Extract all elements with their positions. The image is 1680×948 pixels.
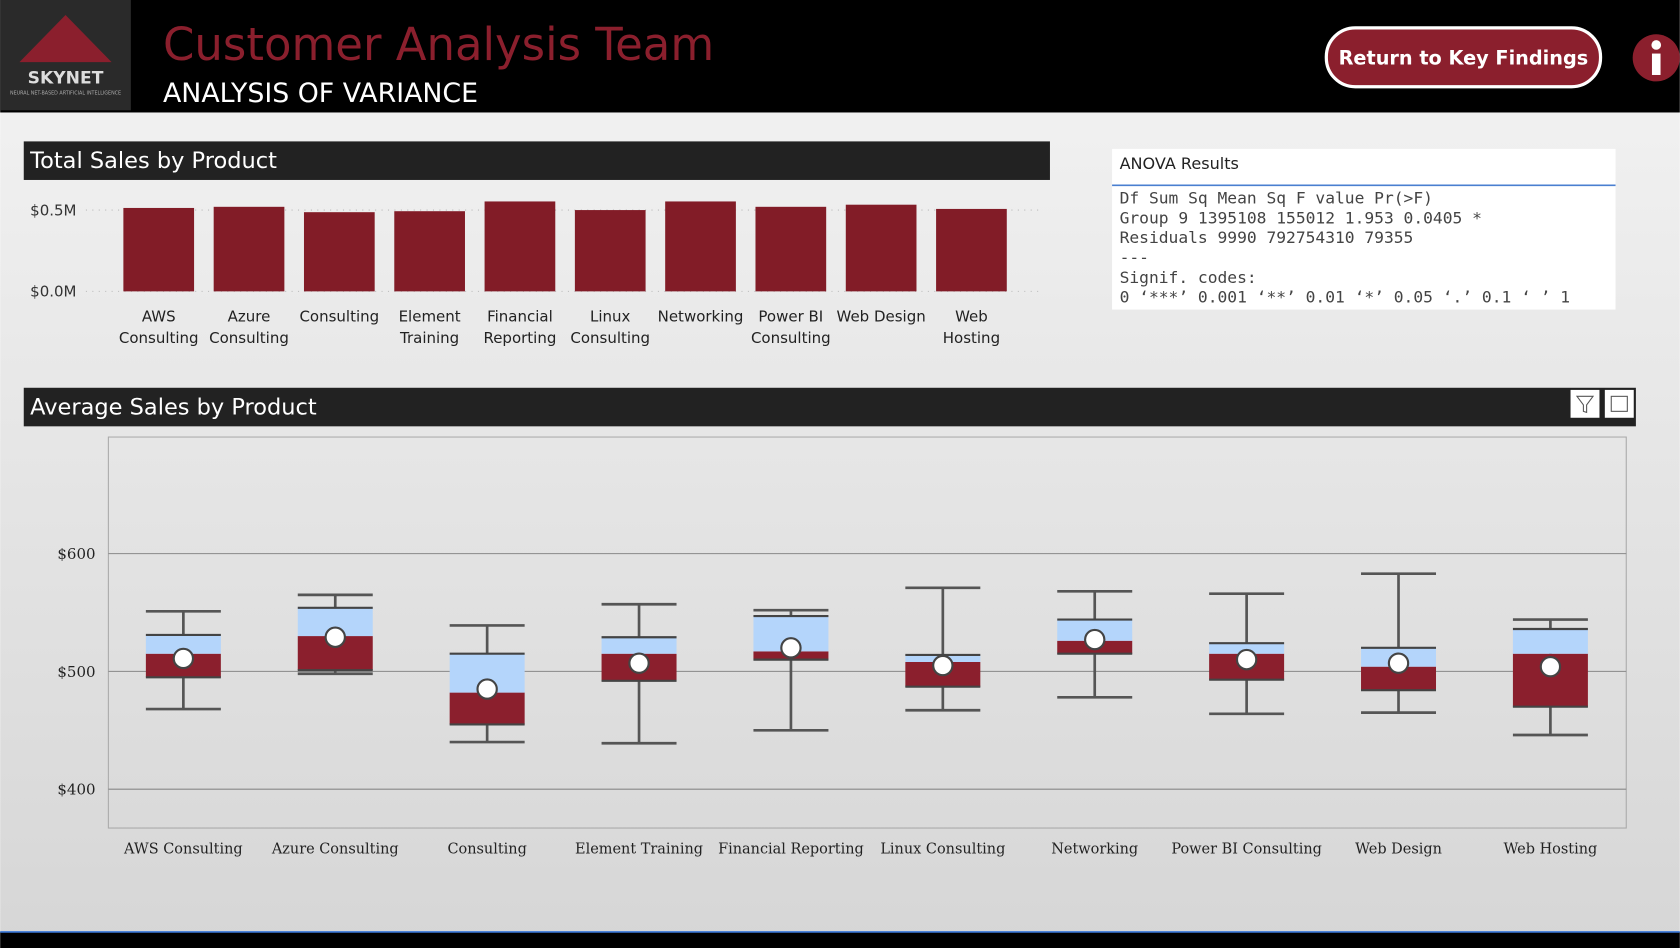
x-tick-label: Linux Consulting (880, 842, 1005, 858)
bar (303, 212, 375, 292)
panel-title: Total Sales by Product (29, 148, 277, 174)
mean-point (324, 626, 346, 648)
anova-title: ANOVA Results (1120, 154, 1239, 173)
x-tick-label-box: Azure Consulting (209, 308, 289, 348)
x-tick-label: Web Hosting (942, 308, 1001, 348)
x-tick-label: Consulting (299, 308, 380, 326)
x-tick-label: Power BI Consulting (1171, 842, 1322, 858)
box-upper (1209, 643, 1285, 654)
mean-point (932, 654, 954, 677)
box-upper (1512, 629, 1588, 654)
x-tick-label: Web Hosting (1504, 842, 1598, 858)
y-tick-label: $0.0M (30, 283, 76, 301)
anova-line: Group 9 1395108 155012 1.953 0.0405 * (1120, 208, 1482, 227)
plot-frame (107, 436, 1627, 829)
bar (665, 201, 736, 292)
bar (574, 210, 646, 292)
x-tick-label-box: Linux Consulting (570, 308, 651, 348)
x-tick-label: Element Training (398, 308, 461, 348)
bar (755, 206, 827, 292)
x-tick-label-box: Financial Reporting (483, 308, 557, 348)
mean-point (628, 652, 650, 674)
x-tick-label: Azure Consulting (271, 842, 399, 858)
x-tick-label-box: Networking (657, 308, 744, 326)
x-tick-label: Financial Reporting (718, 842, 864, 858)
mean-point (780, 637, 802, 659)
mean-point (1387, 652, 1410, 674)
return-button-label[interactable]: Return to Key Findings (1339, 46, 1589, 69)
x-tick-label-box: Consulting (299, 308, 380, 326)
x-tick-label: Networking (1051, 842, 1138, 858)
info-icon-dot (1651, 40, 1662, 50)
panel-title: Average Sales by Product (30, 395, 317, 421)
box-upper (145, 634, 221, 654)
x-tick-label-box: Web Design (836, 308, 926, 326)
x-tick-label: Linux Consulting (570, 308, 651, 348)
mean-point (476, 678, 498, 700)
logo-icon (19, 14, 112, 63)
x-tick-label: Networking (657, 308, 744, 326)
x-tick-label: Web Design (836, 308, 926, 326)
anova-panel (1112, 148, 1616, 310)
anova-line: Signif. codes: (1120, 268, 1257, 287)
logo-tagline: NEURAL NET-BASED ARTIFICIAL INTELLIGENCE (10, 90, 121, 96)
bar (123, 207, 195, 292)
x-tick-label: AWS Consulting (118, 308, 199, 348)
filter-button[interactable] (1570, 389, 1600, 418)
page-subtitle: ANALYSIS OF VARIANCE (163, 78, 478, 109)
x-tick-label: Azure Consulting (209, 308, 289, 348)
x-tick-label: Element Training (575, 842, 703, 858)
x-tick-label-box: Power BI Consulting (750, 308, 831, 348)
logo-text: SKYNET (28, 69, 104, 89)
x-tick-label: Consulting (447, 842, 526, 858)
mean-point (1084, 628, 1106, 651)
x-tick-label-box: Web Hosting (942, 308, 1001, 348)
x-tick-label: AWS Consulting (123, 842, 243, 858)
x-tick-label: Financial Reporting (483, 308, 557, 348)
bar (936, 208, 1007, 292)
bar (845, 204, 917, 292)
box-lower (1361, 666, 1437, 691)
bar (484, 201, 556, 292)
filter-icon (1575, 395, 1595, 414)
x-tick-label-box: AWS Consulting (118, 308, 199, 348)
expand-icon (1610, 395, 1628, 412)
anova-line: Df Sum Sq Mean Sq F value Pr(>F) (1120, 189, 1433, 208)
y-tick-label: $0.5M (30, 201, 76, 219)
y-tick-label: $500 (57, 663, 95, 681)
box-upper (601, 637, 677, 654)
x-tick-label-box: Element Training (398, 308, 461, 348)
panel-header (23, 387, 1636, 427)
footer-bar (0, 931, 1680, 948)
x-tick-label: Web Design (1355, 842, 1442, 858)
anova-line: --- (1120, 248, 1149, 267)
panel-header (23, 141, 1050, 180)
y-tick-label: $600 (57, 545, 95, 563)
expand-button[interactable] (1604, 389, 1634, 418)
y-tick-label: $400 (57, 781, 95, 799)
info-icon (1651, 53, 1661, 75)
mean-point (1539, 655, 1562, 678)
bar (394, 211, 465, 292)
bar (213, 206, 285, 292)
x-tick-label: Power BI Consulting (750, 308, 831, 348)
anova-line: 0 ‘***’ 0.001 ‘**’ 0.01 ‘*’ 0.05 ‘.’ 0.1… (1120, 288, 1570, 307)
return-button[interactable] (1324, 26, 1603, 89)
anova-line: Residuals 9990 792754310 79355 (1120, 228, 1414, 247)
mean-point (1235, 648, 1258, 671)
mean-point (172, 647, 195, 670)
page-title: Customer Analysis Team (163, 18, 714, 71)
